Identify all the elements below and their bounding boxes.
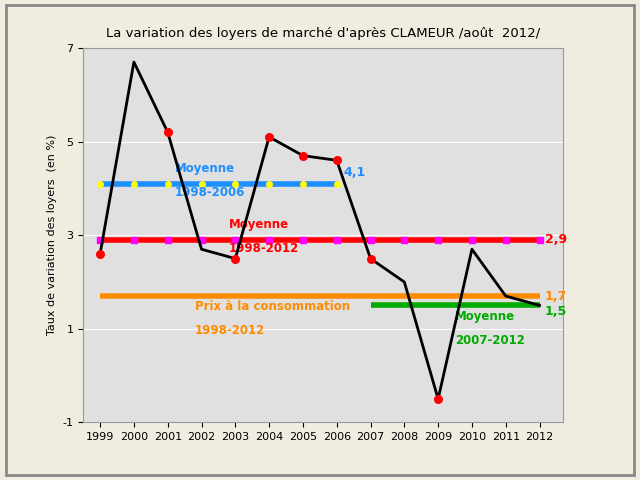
Text: 1,5: 1,5 — [545, 304, 567, 317]
Text: 2,9: 2,9 — [545, 233, 567, 246]
Point — [163, 129, 173, 136]
Text: Moyenne: Moyenne — [175, 162, 235, 175]
Point — [365, 255, 376, 263]
Text: 1,7: 1,7 — [545, 289, 567, 302]
Text: 1998-2012: 1998-2012 — [195, 324, 265, 337]
Point — [95, 250, 105, 258]
Y-axis label: Taux de variation des loyers  (en %): Taux de variation des loyers (en %) — [47, 135, 57, 336]
Point — [332, 156, 342, 164]
Text: 1998-2012: 1998-2012 — [228, 242, 299, 255]
Text: Moyenne: Moyenne — [455, 310, 515, 323]
Text: 1998-2006: 1998-2006 — [175, 186, 245, 199]
Point — [264, 133, 274, 141]
Text: 2007-2012: 2007-2012 — [455, 335, 525, 348]
Point — [230, 255, 241, 263]
Title: La variation des loyers de marché d'après CLAMEUR /août  2012/: La variation des loyers de marché d'aprè… — [106, 27, 540, 40]
Text: Moyenne: Moyenne — [228, 218, 289, 231]
Point — [298, 152, 308, 159]
Text: Prix à la consommation: Prix à la consommation — [195, 300, 350, 313]
Text: 4,1: 4,1 — [344, 166, 365, 179]
Point — [433, 395, 444, 403]
